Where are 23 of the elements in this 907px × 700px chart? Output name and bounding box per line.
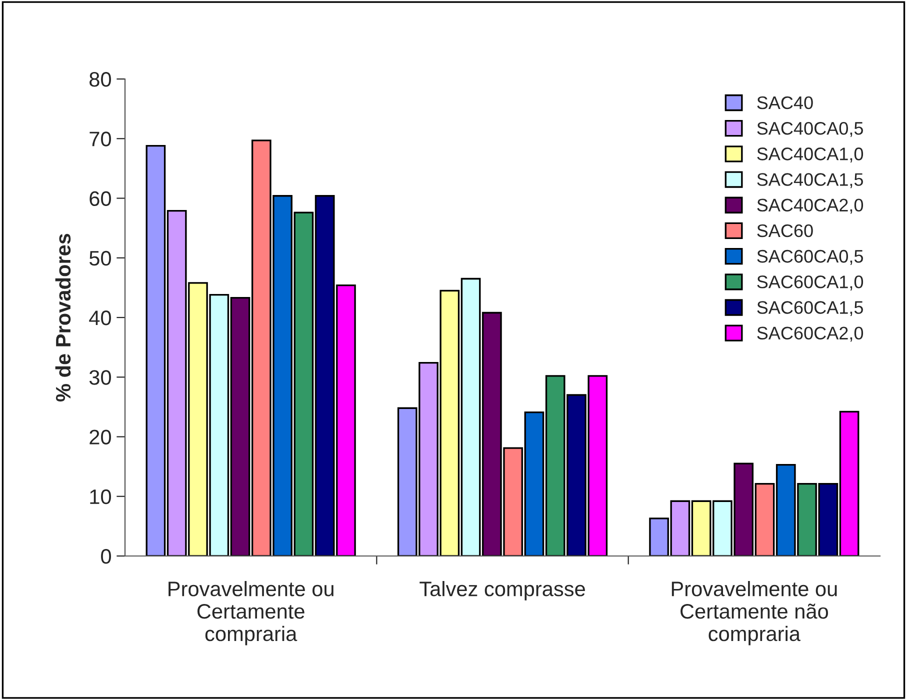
y-tick-label: 30 <box>89 370 111 385</box>
y-tick-label: 20 <box>90 430 111 445</box>
y-axis-title: % de Provadores <box>55 234 71 402</box>
legend-label: SAC40CA1,0 <box>757 148 864 162</box>
y-tick-label: 60 <box>90 191 111 206</box>
legend-label: SAC40CA2,0 <box>757 198 864 214</box>
x-tick-label: Provavelmente ou Certamente não compraria <box>672 581 837 646</box>
legend-label: SAC60CA2,0 <box>757 326 864 342</box>
legend-label: SAC60 <box>757 224 813 238</box>
legend-label: SAC40CA0,5 <box>757 122 863 137</box>
legend-label: SAC60CA1,5 <box>757 301 863 316</box>
y-tick-label: 0 <box>101 549 111 564</box>
legend-label: SAC60CA1,0 <box>757 276 864 290</box>
legend-label: SAC40CA1,5 <box>757 173 863 188</box>
y-tick-label: 10 <box>90 489 111 504</box>
legend-label: SAC60CA0,5 <box>757 250 863 265</box>
y-tick-label: 80 <box>90 72 111 87</box>
y-tick-label: 40 <box>89 310 111 326</box>
x-tick-label: Provavelmente ou Certamente compraria <box>168 581 334 646</box>
y-tick-label: 50 <box>89 250 111 266</box>
x-tick-label: Talvez comprasse <box>420 581 585 600</box>
y-tick-label: 70 <box>90 132 111 146</box>
legend-label: SAC40 <box>757 96 813 110</box>
